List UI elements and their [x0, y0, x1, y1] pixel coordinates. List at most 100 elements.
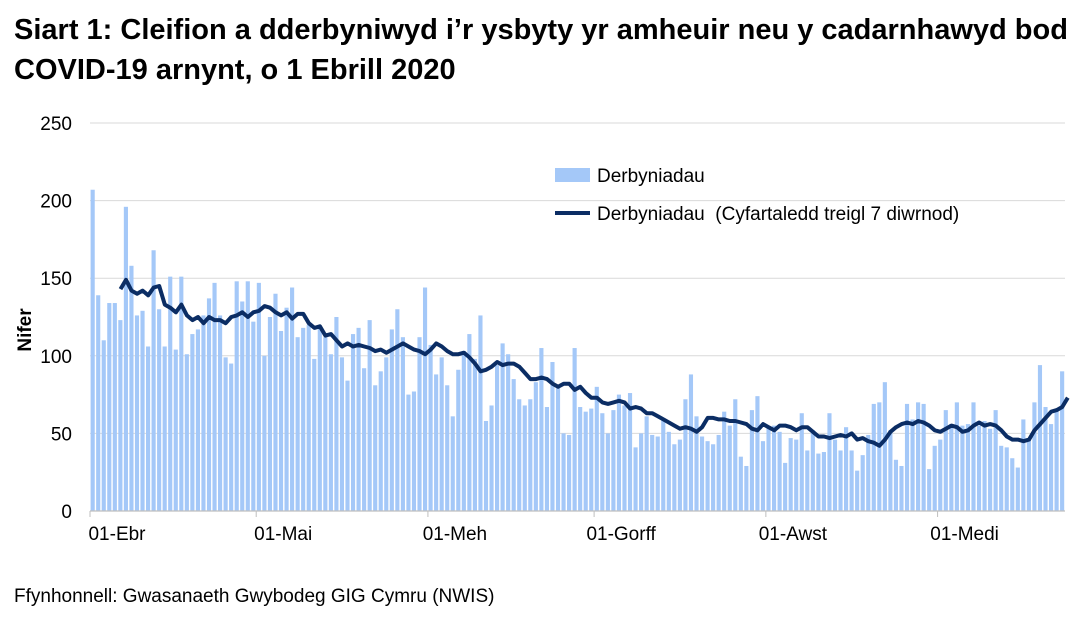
bar [661, 419, 666, 511]
bar [112, 303, 117, 511]
bar [517, 399, 522, 511]
bar [339, 357, 345, 511]
bar [816, 453, 821, 511]
bar [511, 379, 516, 511]
x-tick-label: 01-Medi [930, 524, 999, 545]
bar [184, 354, 189, 511]
bar [278, 330, 284, 511]
bar [760, 441, 766, 511]
bar [450, 416, 455, 511]
bar [500, 343, 505, 511]
bar [140, 310, 145, 511]
bar [262, 355, 267, 511]
bar [312, 358, 317, 511]
bar [1048, 424, 1054, 511]
bar [605, 433, 610, 511]
bar [954, 402, 959, 511]
bar [350, 334, 356, 511]
bar [932, 445, 937, 511]
bar [688, 374, 694, 511]
y-tick-label: 100 [40, 347, 72, 368]
bar [96, 295, 101, 511]
bar [921, 403, 926, 511]
bar [611, 410, 616, 511]
source-note: Ffynhonnell: Gwasanaeth Gwybodeg GIG Cym… [14, 586, 495, 607]
bar [245, 281, 250, 511]
bar [733, 399, 738, 511]
bar [589, 408, 594, 511]
bar [533, 382, 538, 511]
bar [251, 321, 256, 511]
x-tick-label: 01-Gorff [586, 524, 656, 545]
bar [616, 394, 622, 511]
bar [699, 436, 705, 511]
bar [428, 344, 433, 511]
legend: Derbyniadau Derbyniadau (Cyfartaledd tre… [555, 166, 959, 225]
bar [400, 337, 405, 511]
bar [600, 413, 605, 511]
bar [544, 407, 550, 511]
bar [993, 410, 998, 511]
bar [838, 450, 843, 511]
bar [1015, 467, 1020, 511]
x-tick-label: 01-Meh [423, 524, 487, 545]
y-tick-label: 50 [51, 424, 72, 445]
bar [622, 405, 627, 511]
bar [771, 425, 777, 511]
bar [317, 326, 322, 511]
bar [705, 441, 710, 511]
bar [179, 276, 184, 511]
bar [1010, 458, 1015, 511]
chart-title: Siart 1: Cleifion a dderbyniwyd i’r ysby… [14, 14, 1068, 86]
y-axis-label: Nifer [15, 308, 36, 352]
bar [583, 411, 588, 511]
bar [655, 436, 660, 511]
bar [195, 329, 200, 511]
legend-bar-label: Derbyniadau [597, 166, 705, 187]
bar [755, 396, 760, 511]
bar [832, 439, 838, 511]
bar [572, 348, 577, 511]
bar [389, 329, 394, 511]
bar [971, 402, 976, 511]
bar [367, 320, 372, 511]
bar [168, 276, 173, 511]
bar [240, 301, 245, 511]
bar [528, 399, 533, 511]
bar [550, 362, 555, 511]
bar [212, 282, 217, 511]
bar [467, 334, 472, 511]
bar [711, 444, 716, 511]
bar [788, 438, 793, 511]
bar [362, 368, 367, 511]
bar [650, 434, 655, 511]
bar [594, 386, 599, 511]
bar [1004, 447, 1009, 511]
bar [882, 382, 887, 511]
bar [1021, 419, 1026, 511]
bar [90, 189, 95, 511]
bar [483, 420, 489, 511]
bar [965, 424, 971, 511]
bar [206, 298, 212, 511]
bar [561, 433, 566, 511]
bar [472, 358, 477, 511]
bar [899, 465, 904, 511]
bar [738, 456, 743, 511]
bar [827, 413, 832, 511]
bar [223, 357, 228, 511]
bar [960, 425, 965, 511]
bar [522, 405, 527, 511]
y-tick-label: 150 [40, 269, 72, 290]
legend-bar-swatch [555, 168, 590, 182]
bar [290, 287, 295, 511]
bar [749, 410, 754, 511]
x-tick-label: 01-Awst [759, 524, 828, 545]
bar [871, 403, 876, 511]
bar [683, 399, 688, 511]
bar [888, 430, 893, 511]
bar [777, 431, 782, 511]
bar [988, 428, 993, 511]
bar [334, 317, 339, 511]
